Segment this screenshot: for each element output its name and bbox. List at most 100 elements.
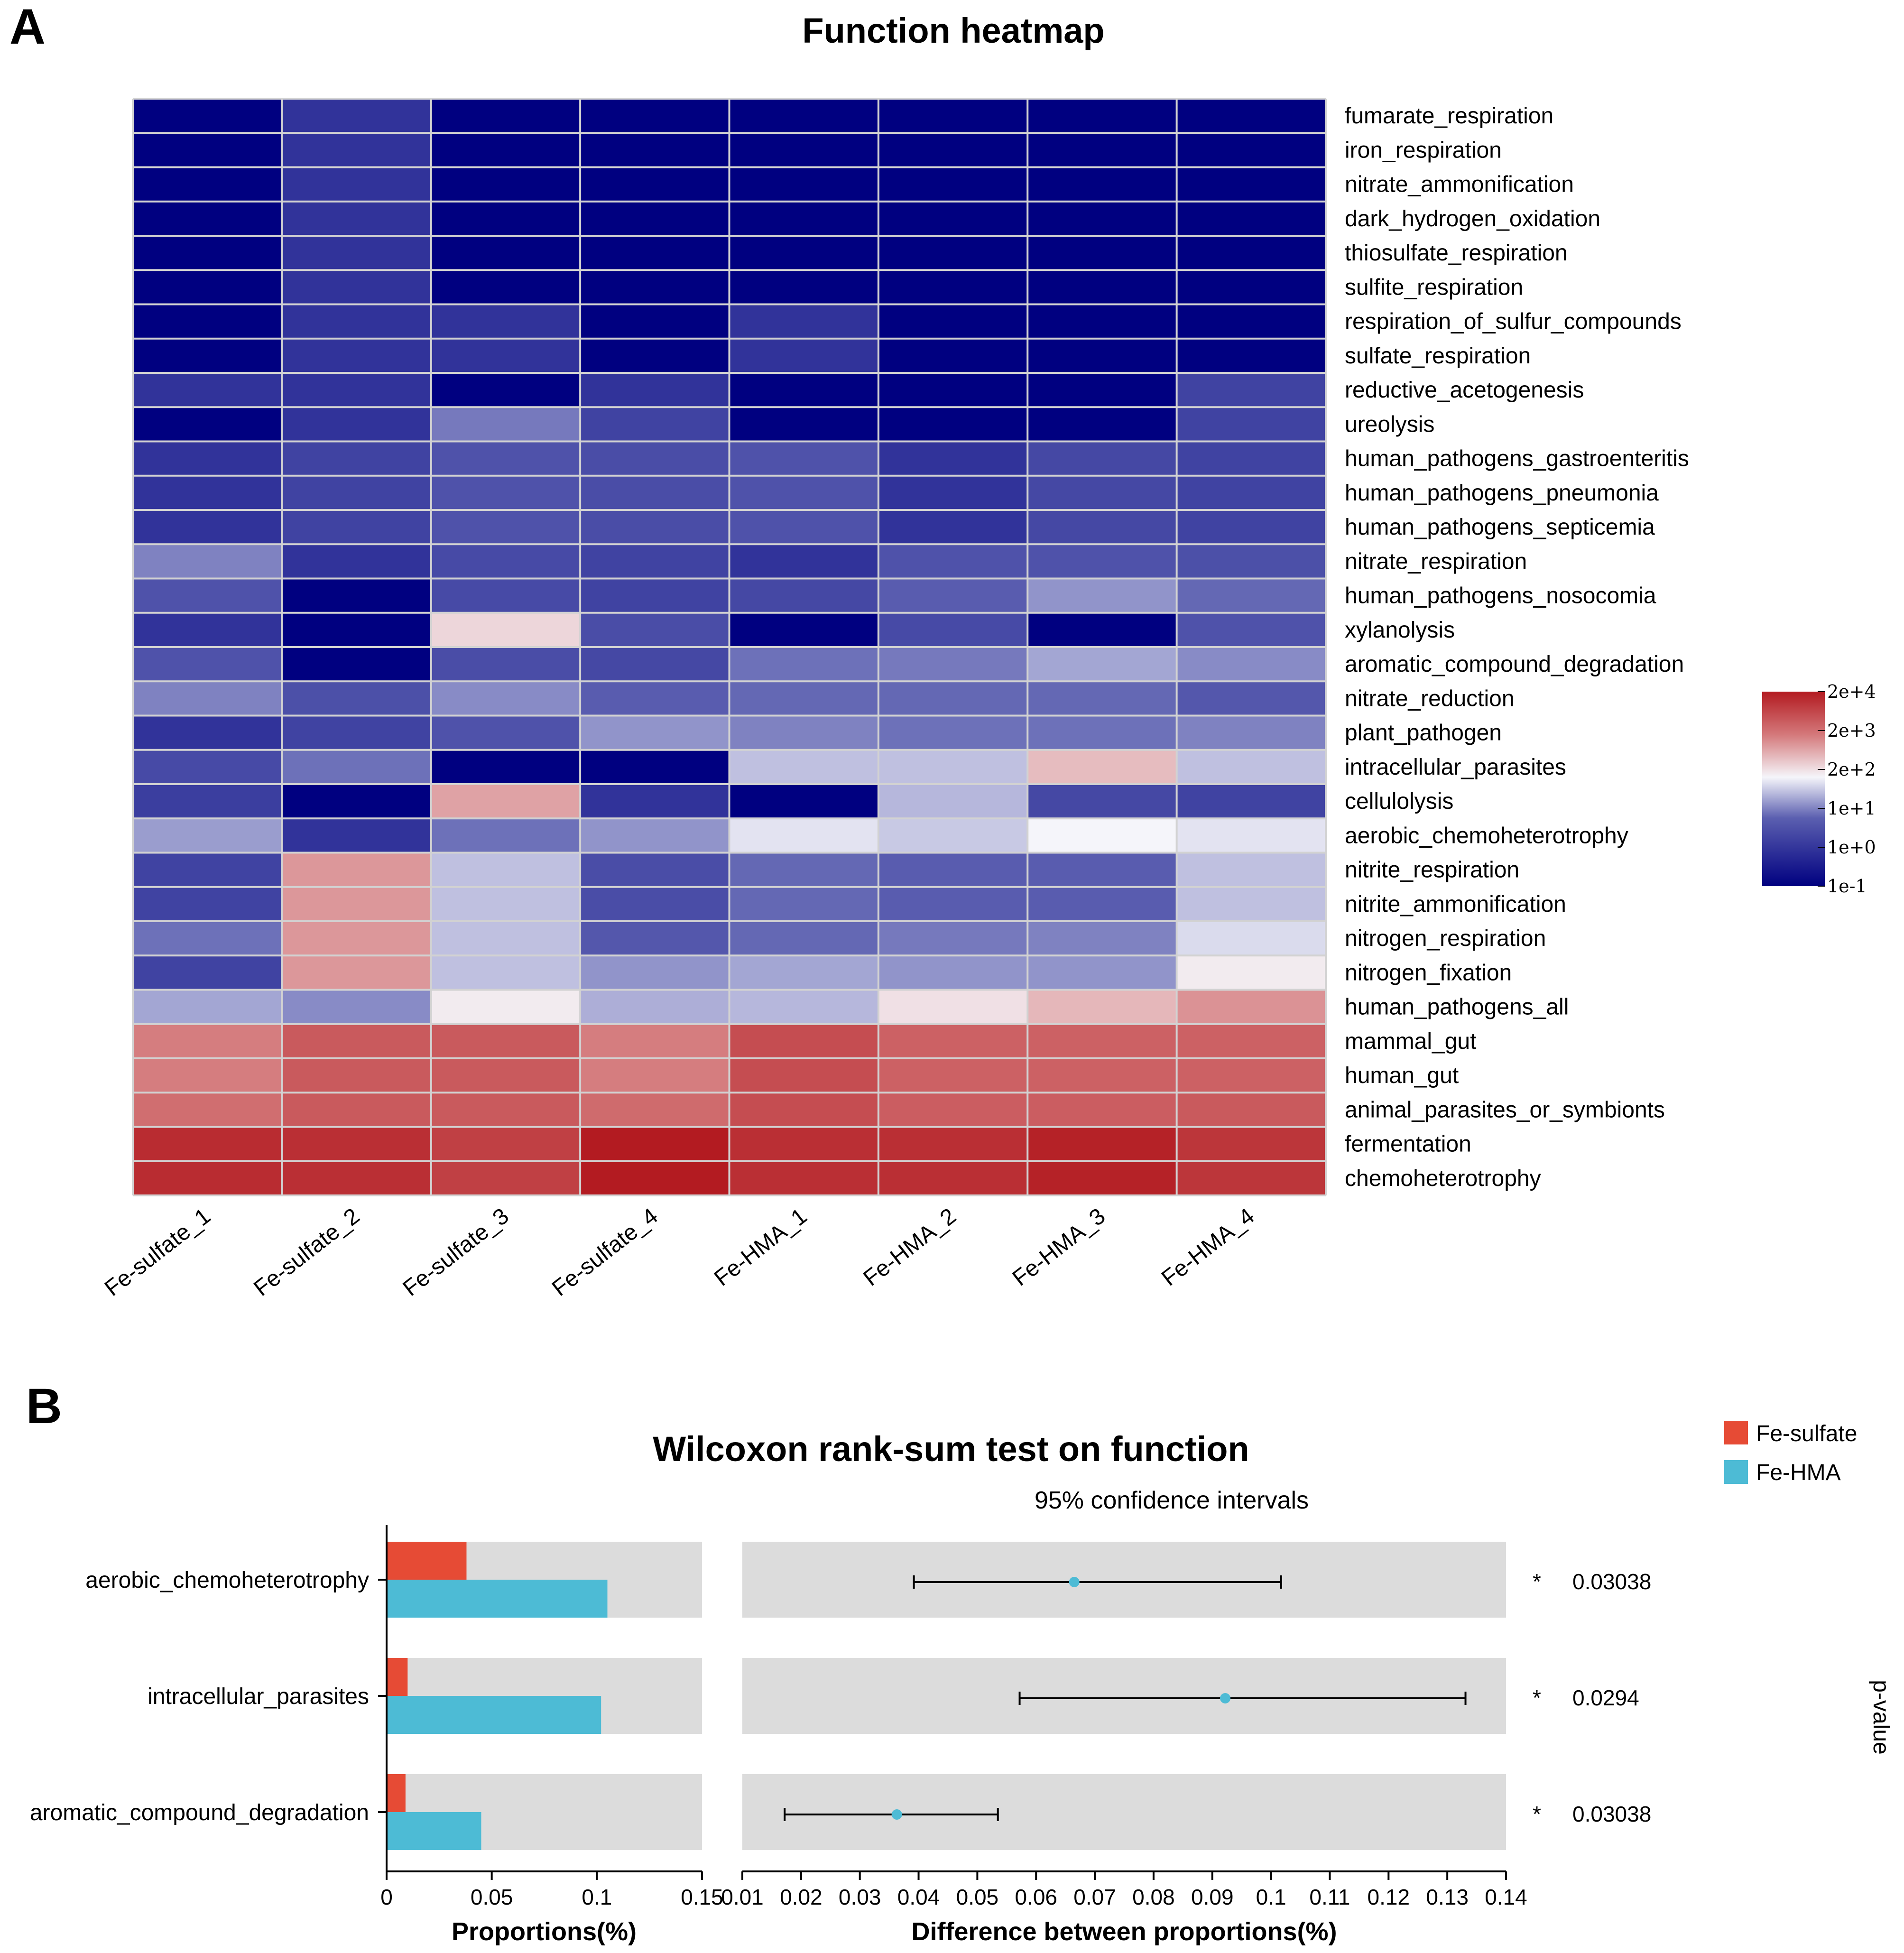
heatmap-cell-chemoheterotrophy-fe-sulfate-4	[580, 1161, 730, 1196]
heatmap-row-label: iron_respiration	[1345, 138, 1502, 163]
heatmap-cell-cellulolysis-fe-sulfate-3	[431, 784, 581, 819]
bar-x-ticks: 0 0.05 0.1 0.15	[380, 1871, 723, 1909]
heatmap-cell-nitrite-respiration-fe-hma-1	[729, 852, 879, 888]
heatmap-cell-human-pathogens-all-fe-sulfate-4	[580, 990, 730, 1025]
heatmap-cell-intracellular-parasites-fe-hma-2	[878, 750, 1028, 785]
ci-point-intracellular-parasites	[1220, 1693, 1231, 1703]
heatmap-cell-nitrogen-respiration-fe-hma-4	[1176, 921, 1326, 956]
heatmap-cell-nitrate-reduction-fe-hma-2	[878, 681, 1028, 716]
heatmap-cell-chemoheterotrophy-fe-sulfate-1	[133, 1161, 282, 1196]
heatmap-cell-human-pathogens-nosocomia-fe-hma-3	[1027, 578, 1177, 613]
heatmap-cell-human-gut-fe-sulfate-4	[580, 1058, 730, 1093]
heatmap-cell-nitrate-ammonification-fe-hma-3	[1027, 167, 1177, 202]
heatmap-row-label: reductive_acetogenesis	[1345, 378, 1584, 403]
heatmap-cell-aromatic-compound-degradation-fe-sulfate-4	[580, 647, 730, 682]
heatmap-row-label: nitrite_ammonification	[1345, 892, 1566, 917]
heatmap-cell-human-gut-fe-hma-3	[1027, 1058, 1177, 1093]
heatmap-cell-nitrate-respiration-fe-sulfate-4	[580, 544, 730, 579]
heatmap-row-labels: fumarate_respiration iron_respirationnitr…	[1345, 103, 1689, 1191]
ci-x-tick-label: 0.14	[1485, 1885, 1527, 1909]
heatmap-cell-sulfite-respiration-fe-sulfate-3	[431, 270, 581, 305]
heatmap-cell-human-pathogens-septicemia-fe-sulfate-3	[431, 510, 581, 545]
heatmap-cell-nitrogen-fixation-fe-hma-4	[1176, 955, 1326, 990]
heatmap-cell-sulfite-respiration-fe-hma-2	[878, 270, 1028, 305]
heatmap-cell-dark-hydrogen-oxidation-fe-hma-2	[878, 201, 1028, 236]
bar-y-ticks	[378, 1579, 387, 1813]
heatmap-cell-intracellular-parasites-fe-sulfate-1	[133, 750, 282, 785]
heatmap-cell-plant-pathogen-fe-sulfate-2	[282, 715, 432, 750]
heatmap-cell-fumarate-respiration-fe-sulfate-2	[282, 99, 432, 133]
heatmap-row-label: fumarate_respiration	[1345, 103, 1553, 129]
heatmap-cell-plant-pathogen-fe-sulfate-3	[431, 715, 581, 750]
heatmap-cell-reductive-acetogenesis-fe-sulfate-4	[580, 373, 730, 407]
wilcoxon-title: Wilcoxon rank-sum test on function	[653, 1429, 1249, 1469]
heatmap-cell-fumarate-respiration-fe-sulfate-3	[431, 99, 581, 133]
heatmap-cell-ureolysis-fe-sulfate-3	[431, 407, 581, 442]
heatmap-row-label: nitrogen_fixation	[1345, 960, 1512, 985]
heatmap-cell-xylanolysis-fe-hma-2	[878, 612, 1028, 648]
heatmap-cell-nitrite-respiration-fe-sulfate-4	[580, 852, 730, 888]
heatmap-cell-fumarate-respiration-fe-sulfate-4	[580, 99, 730, 133]
heatmap-cell-nitrite-respiration-fe-hma-3	[1027, 852, 1177, 888]
heatmap-cell-iron-respiration-fe-sulfate-3	[431, 133, 581, 167]
heatmap-column-label: Fe-HMA_2	[859, 1203, 961, 1291]
heatmap-cell-human-pathogens-nosocomia-fe-hma-4	[1176, 578, 1326, 613]
heatmap-cell-human-gut-fe-sulfate-3	[431, 1058, 581, 1093]
heatmap-cell-human-gut-fe-hma-1	[729, 1058, 879, 1093]
heatmap-cell-plant-pathogen-fe-hma-3	[1027, 715, 1177, 750]
heatmap-cell-thiosulfate-respiration-fe-hma-3	[1027, 236, 1177, 270]
heatmap-cell-human-pathogens-gastroenteritis-fe-sulfate-3	[431, 441, 581, 476]
heatmap-cell-thiosulfate-respiration-fe-hma-1	[729, 236, 879, 270]
heatmap-cell-ureolysis-fe-hma-4	[1176, 407, 1326, 442]
heatmap-cell-human-pathogens-all-fe-sulfate-2	[282, 990, 432, 1025]
heatmap-cell-human-pathogens-septicemia-fe-sulfate-2	[282, 510, 432, 545]
heatmap-cell-human-pathogens-pneumonia-fe-sulfate-4	[580, 475, 730, 510]
heatmap-row-label: aerobic_chemoheterotrophy	[1345, 823, 1628, 848]
heatmap-cell-nitrogen-fixation-fe-sulfate-3	[431, 955, 581, 990]
heatmap-cell-cellulolysis-fe-sulfate-4	[580, 784, 730, 819]
heatmap-cell-animal-parasites-or-symbionts-fe-sulfate-2	[282, 1092, 432, 1127]
heatmap-cell-fumarate-respiration-fe-sulfate-1	[133, 99, 282, 133]
heatmap-row-label: nitrogen_respiration	[1345, 926, 1546, 951]
heatmap-row-label: intracellular_parasites	[1345, 755, 1566, 780]
heatmap-cell-fermentation-fe-sulfate-4	[580, 1127, 730, 1162]
significance-star: *	[1533, 1685, 1541, 1710]
heatmap-cell-ureolysis-fe-sulfate-2	[282, 407, 432, 442]
heatmap-cell-human-pathogens-gastroenteritis-fe-hma-1	[729, 441, 879, 476]
ci-x-ticks: 0.01 0.02 0.03 0.04 0.05 0.06 0.07 0.08 0.09 0.1 0…	[721, 1871, 1527, 1909]
heatmap-cell-intracellular-parasites-fe-hma-4	[1176, 750, 1326, 785]
ci-x-tick-label: 0.13	[1426, 1885, 1469, 1909]
heatmap-row-label: human_gut	[1345, 1063, 1459, 1088]
heatmap-cell-thiosulfate-respiration-fe-sulfate-4	[580, 236, 730, 270]
p-value: 0.03038	[1572, 1569, 1651, 1594]
heatmap-cell-nitrate-ammonification-fe-sulfate-1	[133, 167, 282, 202]
bar-fe-sulfate-aerobic-chemoheterotrophy	[387, 1542, 467, 1580]
heatmap-row-label: sulfite_respiration	[1345, 275, 1523, 300]
heatmap-cell-sulfite-respiration-fe-sulfate-1	[133, 270, 282, 305]
heatmap-row-label: nitrate_reduction	[1345, 686, 1515, 711]
heatmap-cell-xylanolysis-fe-sulfate-2	[282, 612, 432, 648]
heatmap-cell-nitrate-reduction-fe-sulfate-3	[431, 681, 581, 716]
significance-star: *	[1533, 1569, 1541, 1594]
heatmap-cell-iron-respiration-fe-hma-2	[878, 133, 1028, 167]
heatmap-cell-thiosulfate-respiration-fe-hma-2	[878, 236, 1028, 270]
bar-category-label: aerobic_chemoheterotrophy	[85, 1568, 369, 1593]
heatmap-row-label: chemoheterotrophy	[1345, 1166, 1541, 1191]
heatmap-cell-xylanolysis-fe-hma-1	[729, 612, 879, 648]
heatmap-cell-cellulolysis-fe-hma-4	[1176, 784, 1326, 819]
heatmap-cell-thiosulfate-respiration-fe-hma-4	[1176, 236, 1326, 270]
heatmap-cell-reductive-acetogenesis-fe-sulfate-1	[133, 373, 282, 407]
heatmap-cell-aromatic-compound-degradation-fe-hma-3	[1027, 647, 1177, 682]
heatmap-cell-human-gut-fe-hma-4	[1176, 1058, 1326, 1093]
ci-x-axis-title: Difference between proportions(%)	[911, 1917, 1337, 1946]
heatmap-cell-mammal-gut-fe-hma-2	[878, 1024, 1028, 1059]
heatmap-cell-human-pathogens-gastroenteritis-fe-sulfate-1	[133, 441, 282, 476]
heatmap-cell-nitrate-ammonification-fe-sulfate-2	[282, 167, 432, 202]
heatmap-cell-human-pathogens-gastroenteritis-fe-hma-2	[878, 441, 1028, 476]
heatmap-column-label: Fe-HMA_3	[1008, 1203, 1110, 1291]
heatmap-cell-nitrogen-respiration-fe-sulfate-2	[282, 921, 432, 956]
heatmap-cell-human-pathogens-nosocomia-fe-sulfate-2	[282, 578, 432, 613]
heatmap-cell-human-pathogens-septicemia-fe-hma-3	[1027, 510, 1177, 545]
bar-x-tick-label: 0.05	[471, 1885, 513, 1909]
heatmap-cell-fumarate-respiration-fe-hma-3	[1027, 99, 1177, 133]
